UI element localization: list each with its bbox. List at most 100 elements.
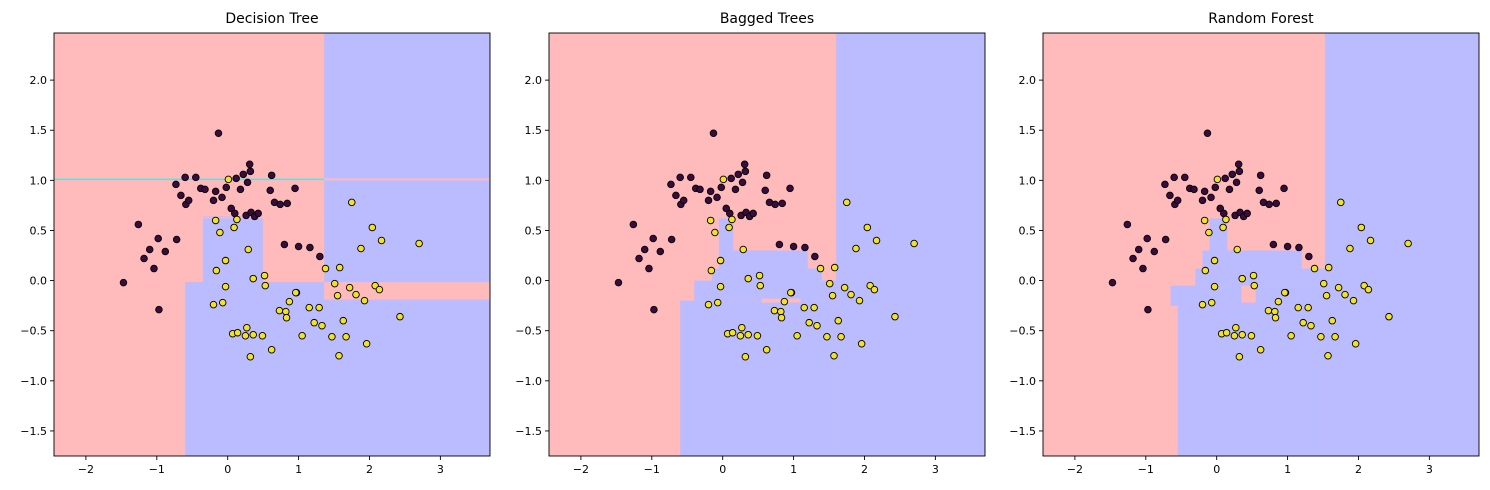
data-point-class1	[863, 223, 872, 232]
data-point-class1	[1249, 271, 1258, 280]
axes-frame	[1042, 32, 1480, 457]
data-point-class1	[1287, 331, 1295, 340]
axes-frame	[53, 32, 491, 457]
data-point-class0	[706, 187, 715, 196]
data-point-class1	[246, 353, 255, 361]
data-point-class1	[910, 239, 918, 248]
data-point-class1	[1222, 328, 1231, 337]
x-tick-label: −2	[573, 463, 589, 476]
data-point-class0	[1235, 167, 1244, 176]
x-tick-label: 3	[437, 463, 444, 476]
data-point-class0	[1234, 160, 1243, 169]
data-point-class0	[676, 173, 684, 182]
decision-region-class1	[324, 180, 490, 283]
data-point-class1	[233, 328, 242, 337]
y-tick-label: 1.0	[525, 174, 543, 187]
data-point-class0	[1144, 305, 1152, 314]
data-point-class0	[177, 191, 185, 200]
data-point-class0	[1190, 185, 1198, 194]
data-point-class1	[1198, 300, 1207, 309]
data-point-class0	[172, 180, 180, 189]
data-point-class1	[415, 239, 423, 248]
data-point-class0	[254, 209, 262, 218]
data-point-class1	[837, 332, 845, 341]
data-point-class1	[857, 339, 866, 348]
data-point-class1	[1324, 263, 1333, 272]
data-point-class0	[740, 160, 749, 169]
data-point-class1	[315, 303, 323, 312]
data-point-class1	[830, 263, 839, 272]
y-tick-label: 1.5	[1019, 124, 1037, 137]
data-point-class0	[713, 193, 721, 202]
panel-title: Decision Tree	[225, 11, 318, 27]
data-point-class1	[243, 323, 251, 332]
data-point-class0	[1198, 196, 1207, 205]
data-point-class0	[1211, 183, 1220, 192]
data-point-class0	[1216, 204, 1224, 213]
data-point-class1	[741, 353, 750, 361]
data-point-class1	[1222, 215, 1230, 224]
data-point-class0	[294, 242, 303, 251]
data-point-class0	[161, 247, 170, 256]
data-point-class0	[140, 254, 148, 263]
data-point-class1	[1238, 330, 1246, 339]
decision-region-class1	[719, 250, 808, 269]
data-point-class0	[1272, 199, 1280, 208]
data-point-class0	[218, 193, 226, 202]
x-tick-label: 2	[1355, 463, 1362, 476]
x-tick-label: −1	[644, 463, 660, 476]
data-point-class0	[214, 129, 223, 137]
data-point-class1	[1304, 303, 1312, 312]
data-point-class1	[1324, 352, 1332, 360]
data-point-class1	[224, 175, 233, 184]
data-point-class1	[216, 228, 224, 237]
data-point-class0	[687, 173, 695, 182]
data-point-class1	[1310, 264, 1319, 273]
data-point-class1	[362, 339, 371, 348]
y-tick-label: −1.5	[515, 425, 542, 438]
data-point-class1	[855, 296, 864, 305]
data-point-class1	[1201, 266, 1210, 275]
y-tick-label: 2.0	[525, 74, 543, 87]
data-point-class0	[239, 170, 248, 179]
data-point-class0	[150, 264, 158, 273]
data-point-class0	[1283, 242, 1292, 251]
data-point-class1	[1205, 228, 1213, 237]
data-point-class1	[870, 285, 879, 294]
data-point-class1	[828, 291, 837, 300]
data-point-class1	[285, 297, 294, 306]
data-point-class1	[275, 306, 284, 315]
decision-region-class1	[1195, 268, 1326, 286]
data-point-class1	[816, 264, 825, 273]
y-tick-label: 1.0	[1019, 174, 1037, 187]
data-point-class0	[227, 204, 235, 213]
data-point-class1	[291, 288, 300, 297]
panel-2: −2 −1 0 1 2 3 −1.5 −1.0 −0.5 0.0 0.5 1.0 1.5 2.0 Bagge…	[515, 11, 986, 476]
data-point-class1	[1256, 345, 1265, 354]
data-point-class0	[209, 196, 218, 205]
data-point-class1	[762, 345, 771, 354]
data-point-class0	[1203, 129, 1212, 137]
data-point-class1	[310, 318, 318, 327]
data-point-class1	[725, 223, 733, 232]
decision-region-class1	[324, 33, 490, 179]
decision-region-class1	[694, 280, 837, 301]
data-point-class1	[1264, 306, 1273, 315]
data-point-class1	[770, 306, 779, 315]
x-tick-label: −1	[149, 463, 165, 476]
data-point-class1	[744, 274, 752, 283]
data-point-class1	[1357, 223, 1366, 232]
decision-region-class1	[202, 216, 249, 218]
data-point-class0	[1225, 185, 1234, 194]
data-point-class1	[830, 352, 838, 360]
data-point-class1	[1274, 297, 1283, 306]
data-point-class1	[716, 282, 725, 291]
data-point-class0	[667, 180, 675, 189]
data-point-class0	[232, 174, 240, 183]
data-point-class1	[1232, 323, 1240, 332]
data-point-class0	[722, 204, 730, 213]
x-tick-label: 2	[861, 463, 868, 476]
data-point-class0	[749, 209, 757, 218]
data-point-class0	[771, 200, 779, 209]
